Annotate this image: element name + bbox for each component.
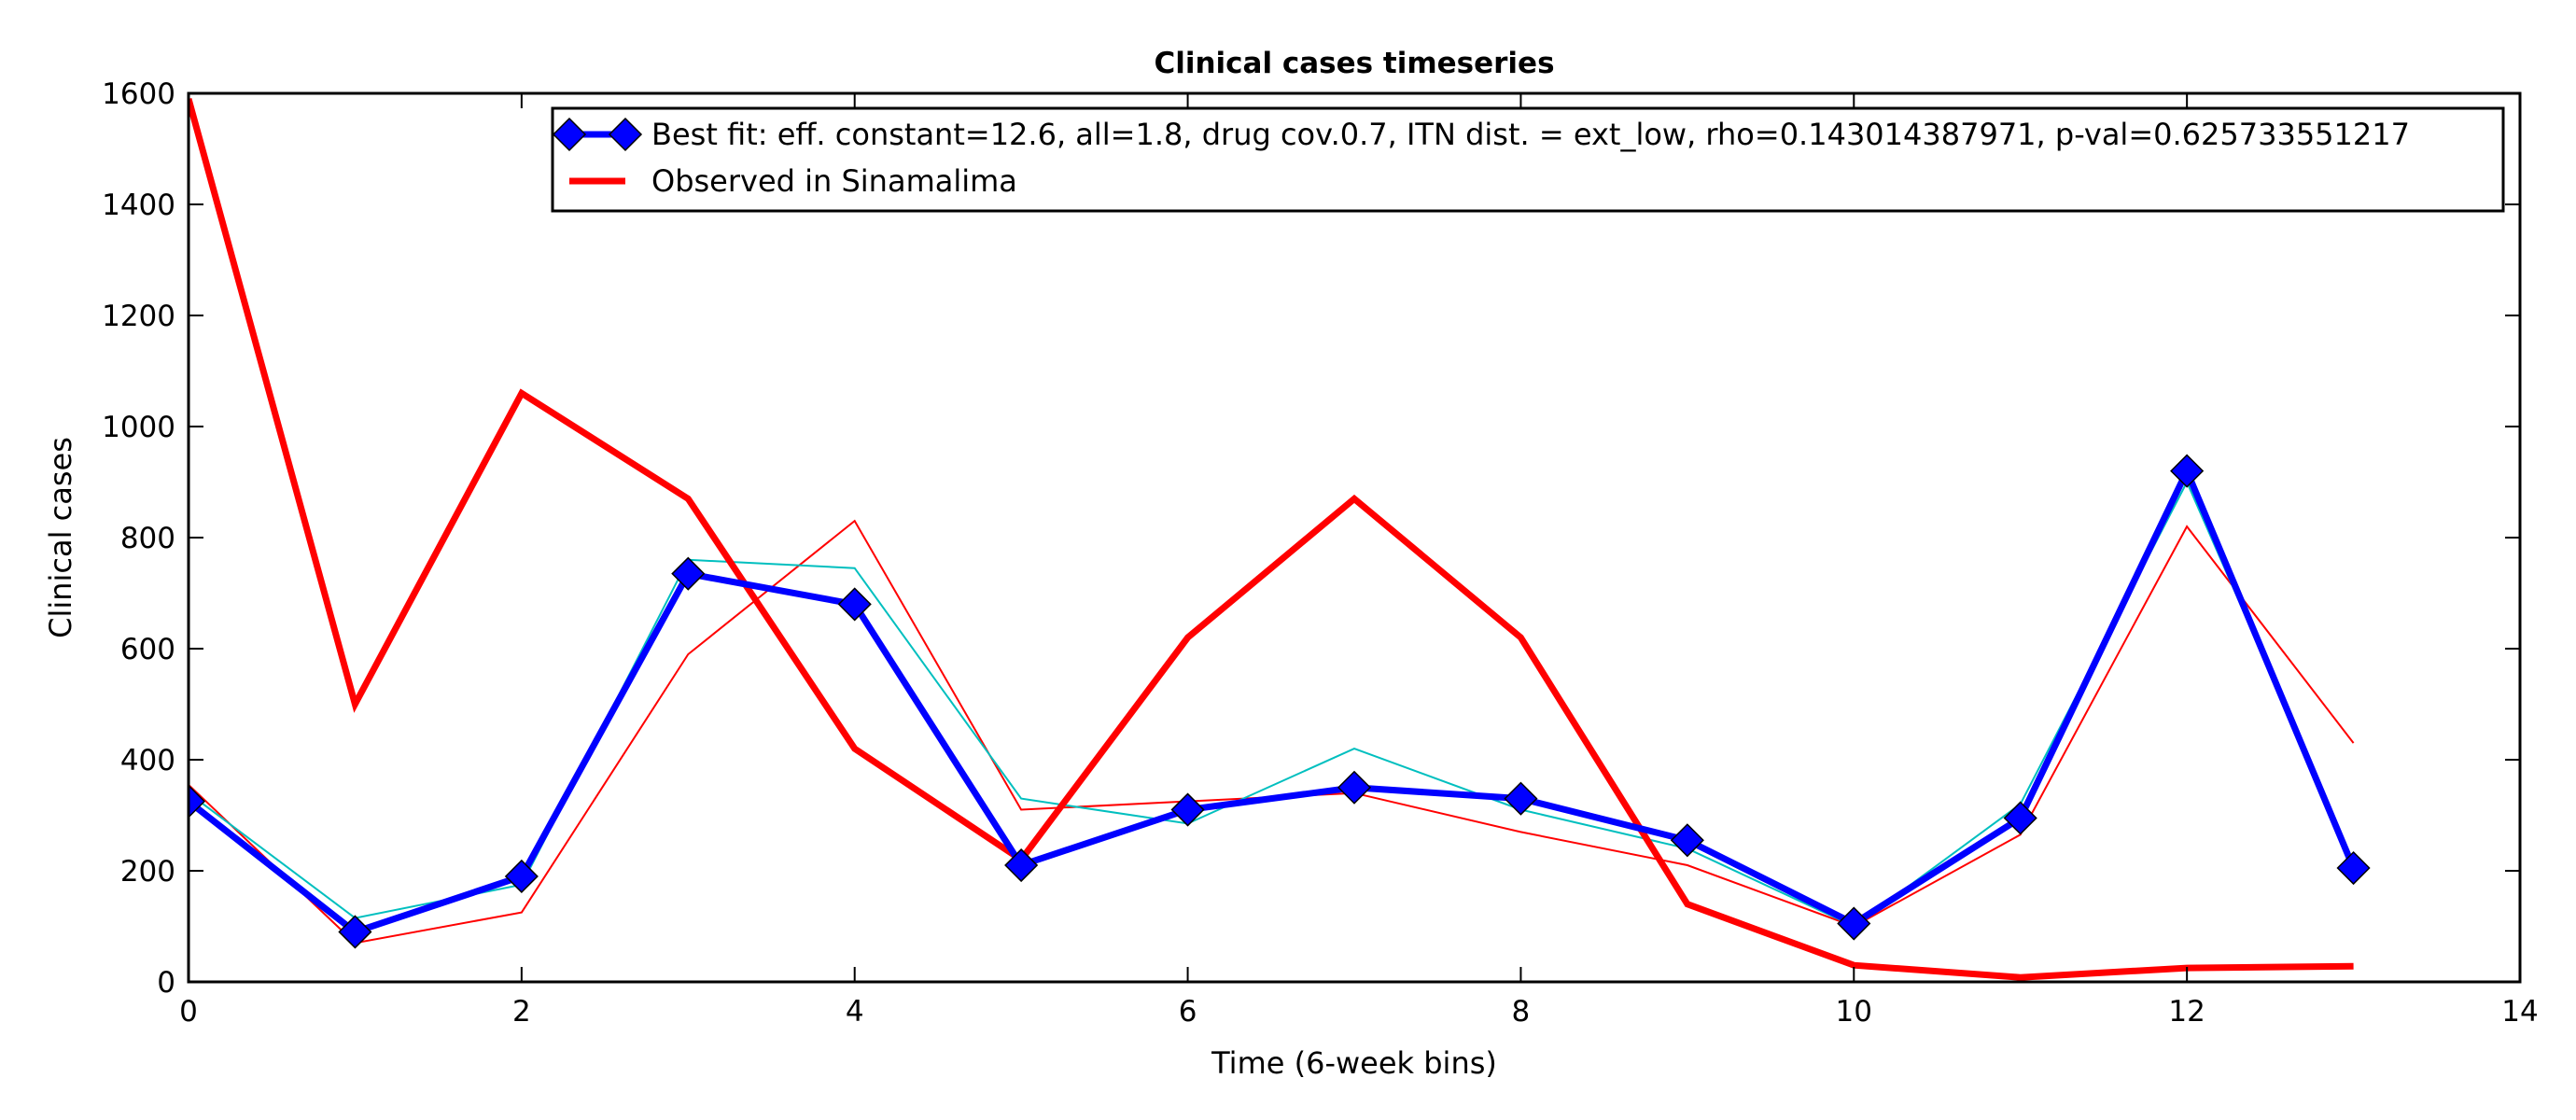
legend: Best fit: eff. constant=12.6, all=1.8, d… <box>551 106 2505 213</box>
y-tick-label: 400 <box>120 744 175 777</box>
data-point-5 <box>1004 847 1039 883</box>
legend-marker <box>608 117 643 152</box>
y-tick-label: 200 <box>120 855 175 889</box>
data-point-9 <box>1670 823 1704 858</box>
data-point-11 <box>2003 801 2037 835</box>
legend-box <box>551 106 2505 213</box>
legend-marker <box>552 117 587 152</box>
data-point-4 <box>837 587 872 622</box>
data-point-2 <box>504 859 539 894</box>
x-tick-label: 0 <box>179 995 198 1029</box>
data-point-12 <box>2170 454 2205 488</box>
data-point-0 <box>189 784 206 819</box>
y-axis-label: Clinical cases <box>43 437 78 638</box>
y-tick-label: 600 <box>120 633 175 666</box>
legend-entry: Best fit: eff. constant=12.6, all=1.8, d… <box>651 117 2410 152</box>
data-point-10 <box>1837 906 1871 941</box>
x-tick-label: 6 <box>1179 995 1197 1029</box>
x-tick-label: 2 <box>512 995 531 1029</box>
data-point-8 <box>1504 781 1538 816</box>
series-line-0 <box>189 463 2357 936</box>
x-tick-label: 10 <box>1836 995 1872 1029</box>
plot-background <box>189 93 2520 982</box>
y-tick-label: 1000 <box>102 411 175 444</box>
x-tick-label: 12 <box>2168 995 2205 1029</box>
x-tick-label: 14 <box>2501 995 2538 1029</box>
data-point-13 <box>2336 850 2371 886</box>
data-point-1 <box>338 915 372 949</box>
series-line-1 <box>189 97 2354 981</box>
plot-area: 0 2 4 6 8 10 12 14 0 200 400 600 800 1000 1200 1400 1600 <box>102 77 2539 1029</box>
y-tick-label: 0 <box>157 966 175 1000</box>
y-tick-label: 1600 <box>102 77 175 111</box>
chart-title: Clinical cases timeseries <box>1154 47 1554 80</box>
y-tick-label: 1200 <box>102 300 175 333</box>
data-point-3 <box>671 556 706 591</box>
x-axis-label: Time (6-week bins) <box>1211 1045 1497 1081</box>
legend-entry: Observed in Sinamalima <box>651 163 1017 199</box>
y-tick-label: 1400 <box>102 189 175 222</box>
x-tick-label: 4 <box>846 995 864 1029</box>
data-point-6 <box>1170 792 1205 827</box>
y-tick-label: 800 <box>120 522 175 555</box>
data-point-7 <box>1337 770 1372 805</box>
x-tick-label: 8 <box>1512 995 1531 1029</box>
